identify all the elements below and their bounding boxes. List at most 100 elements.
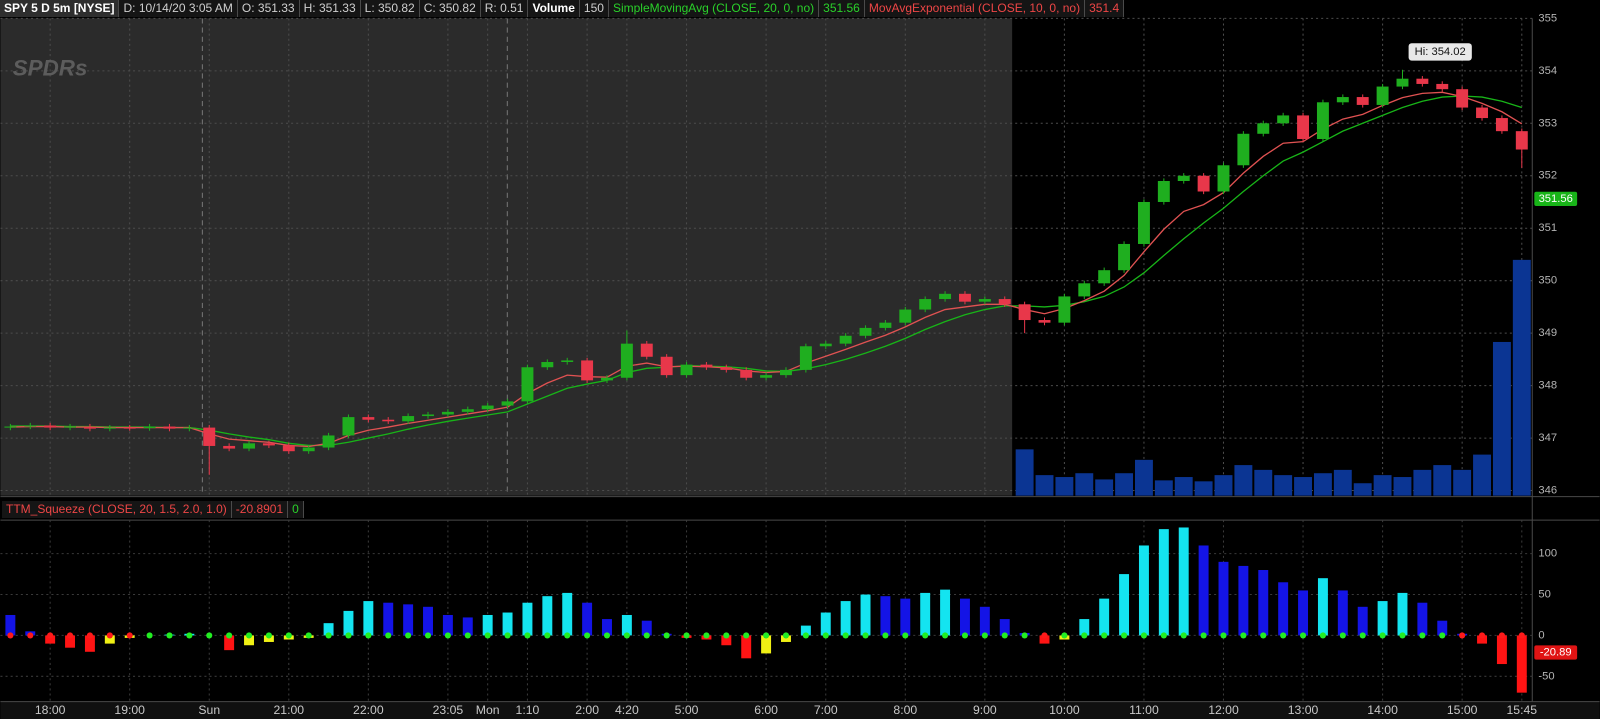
study-header: TTM_Squeeze (CLOSE, 20, 1.5, 2.0, 1.0) -… [2, 501, 304, 518]
x-tick-label: 21:00 [274, 703, 305, 717]
candle-body [1495, 118, 1508, 132]
squeeze-dot [1001, 632, 1008, 639]
candle-body [958, 293, 971, 302]
candle-body [978, 299, 991, 302]
momentum-bar [582, 602, 593, 636]
volume-bar [1512, 259, 1531, 496]
squeeze-dot [1081, 632, 1088, 639]
volume-bar [1134, 459, 1153, 496]
y-tick-label: 349 [1538, 327, 1557, 339]
y-tick-label: 346 [1538, 485, 1557, 497]
candle-body [163, 426, 176, 429]
squeeze-dot [1021, 632, 1028, 639]
momentum-bar [323, 623, 334, 636]
squeeze-dot [1459, 632, 1466, 639]
candle-body [780, 369, 792, 376]
volume-bar [1154, 480, 1173, 496]
squeeze-dot [882, 632, 889, 639]
candle-body [1257, 123, 1270, 134]
squeeze-dot [444, 632, 451, 639]
moving-average [10, 95, 1523, 447]
extended-hours-background [0, 18, 1013, 496]
squeeze-dot [245, 632, 253, 639]
momentum-bar [1138, 545, 1149, 636]
momentum-bar [84, 635, 95, 652]
momentum-bar [979, 606, 990, 636]
x-tick-label: 5:00 [675, 703, 699, 717]
candle-body [322, 435, 335, 448]
squeeze-dot [7, 632, 14, 639]
candle-body [282, 445, 295, 452]
candle-body [1356, 97, 1369, 105]
squeeze-dot [464, 632, 471, 639]
high: H: 351.33 [299, 0, 361, 17]
candle-body [740, 369, 753, 378]
squeeze-dot [285, 632, 292, 639]
candle-body [481, 405, 494, 410]
candle-body [919, 299, 932, 310]
squeeze-dot [1220, 632, 1227, 639]
candle-body [362, 417, 375, 420]
squeeze-dot [405, 632, 412, 639]
momentum-bar [462, 617, 473, 636]
volume-value: 150 [579, 0, 609, 17]
candle-body [1038, 320, 1051, 323]
y-tick-label: 354 [1538, 65, 1557, 77]
candle-body [1098, 270, 1111, 284]
squeeze-dot [66, 632, 74, 639]
momentum-bar [403, 604, 414, 636]
momentum-bar [5, 614, 16, 636]
candle-body [1118, 243, 1131, 271]
squeeze-dot [1280, 632, 1287, 639]
momentum-bar [423, 606, 433, 636]
range: R: 0.51 [480, 0, 529, 17]
candle-body [123, 427, 136, 429]
momentum-bar [562, 592, 573, 636]
candle-body [899, 309, 912, 323]
volume-bar [1353, 483, 1372, 496]
momentum-bar [721, 635, 732, 646]
candle-body [839, 335, 852, 344]
momentum-bar [522, 602, 533, 636]
time-axis-background [0, 701, 1600, 719]
y-tick-label: -50 [1538, 670, 1554, 682]
hi-label: Hi: 354.02 [1415, 46, 1466, 58]
y-tick-label: 352 [1538, 170, 1557, 182]
candle-body [342, 417, 355, 436]
squeeze-dot [385, 632, 392, 639]
candle-body [1217, 165, 1230, 192]
momentum-bar [1218, 561, 1229, 636]
candle-body [24, 425, 37, 427]
momentum-bar [224, 635, 235, 651]
candle-body [382, 419, 395, 422]
squeeze-dot [1240, 632, 1247, 639]
squeeze-dot [961, 632, 969, 639]
squeeze-dot [743, 632, 750, 639]
squeeze-dot [782, 632, 790, 639]
volume-bar [1095, 479, 1114, 496]
candle-body [601, 377, 613, 381]
candle-body [998, 299, 1011, 305]
candle-body [262, 443, 275, 446]
squeeze-dot [544, 632, 551, 639]
x-tick-label: 8:00 [893, 703, 917, 717]
squeeze-dot [584, 632, 591, 639]
marks [4, 69, 1528, 693]
candle-body [243, 443, 255, 449]
squeeze-dot [922, 632, 929, 639]
y-tick-label: 347 [1538, 432, 1557, 444]
squeeze-dot [226, 632, 233, 639]
x-tick-label: 18:00 [35, 703, 66, 717]
volume-bar [1373, 475, 1392, 496]
squeeze-dot [365, 632, 372, 639]
x-tick-label: 15:45 [1507, 703, 1538, 717]
candle-body [541, 362, 554, 368]
candle-body [461, 409, 474, 412]
candle-body [1177, 175, 1190, 182]
candle-body [1277, 115, 1290, 124]
volume [1015, 259, 1531, 496]
volume-bar [1075, 473, 1094, 496]
candle-body [1297, 115, 1310, 140]
volume-bar [1473, 454, 1491, 496]
squeeze-dot [643, 632, 650, 639]
